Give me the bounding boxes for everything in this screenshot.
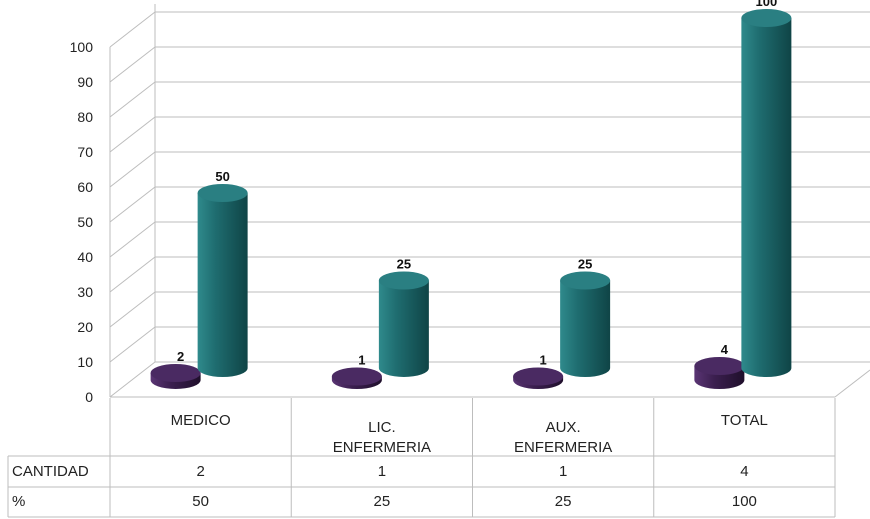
bar-porcentaje bbox=[197, 184, 248, 377]
y-tick-label: 10 bbox=[77, 354, 93, 370]
gridline-side bbox=[109, 81, 156, 118]
table-cell: 25 bbox=[374, 493, 391, 510]
table-cell: 50 bbox=[192, 493, 209, 510]
bar-top bbox=[741, 9, 792, 27]
gridline-side bbox=[109, 46, 156, 83]
data-label: 50 bbox=[215, 169, 229, 184]
y-axis: 0 10 20 30 40 50 60 70 80 90 100 bbox=[70, 39, 94, 405]
bar-body bbox=[741, 18, 792, 377]
data-label: 2 bbox=[177, 349, 184, 364]
y-tick-label: 80 bbox=[77, 109, 93, 125]
data-label: 4 bbox=[721, 342, 729, 357]
bar-cantidad bbox=[513, 367, 564, 389]
gridline-side bbox=[109, 151, 156, 188]
table-cell: 25 bbox=[555, 493, 572, 510]
table-row-label: CANTIDAD bbox=[12, 463, 89, 480]
data-table: MEDICO LIC. ENFERMERIA AUX. ENFERMERIA TOTAL C… bbox=[7, 398, 836, 518]
table-cell: 1 bbox=[559, 463, 567, 480]
data-label: 100 bbox=[756, 0, 778, 9]
gridline-side bbox=[109, 186, 156, 223]
data-label: 25 bbox=[397, 257, 411, 272]
y-tick-label: 70 bbox=[77, 144, 93, 160]
y-tick-label: 60 bbox=[77, 179, 93, 195]
gridline-side bbox=[109, 326, 156, 363]
table-cell: 2 bbox=[196, 463, 204, 480]
bars: 2 50 1 25 1 25 4 100 bbox=[150, 0, 792, 389]
bar-top bbox=[378, 271, 429, 290]
bar-cantidad bbox=[694, 357, 745, 389]
table-cell: 1 bbox=[378, 463, 386, 480]
bar-top bbox=[694, 357, 745, 375]
table-row-label: % bbox=[12, 493, 25, 510]
table-cell: 100 bbox=[732, 493, 757, 510]
bar-porcentaje bbox=[560, 271, 611, 377]
bar-cantidad bbox=[331, 367, 382, 389]
bar-top bbox=[150, 364, 201, 382]
y-tick-label: 40 bbox=[77, 249, 93, 265]
bar-body bbox=[560, 280, 611, 377]
data-label: 1 bbox=[540, 353, 547, 368]
y-tick-label: 50 bbox=[77, 214, 93, 230]
bar-porcentaje bbox=[741, 9, 792, 377]
category-label: LIC. ENFERMERIA bbox=[333, 419, 431, 456]
y-tick-label: 20 bbox=[77, 319, 93, 335]
gridline-side bbox=[109, 221, 156, 258]
table-cell: 4 bbox=[740, 463, 748, 480]
bar-top bbox=[513, 367, 564, 386]
floor-right bbox=[834, 369, 870, 398]
y-tick-label: 100 bbox=[70, 39, 94, 55]
category-label: TOTAL bbox=[721, 412, 768, 429]
data-label: 1 bbox=[358, 353, 365, 368]
bar-cantidad bbox=[150, 364, 201, 389]
y-tick-label: 0 bbox=[85, 389, 93, 405]
gridline-side bbox=[109, 256, 156, 293]
bar-porcentaje bbox=[378, 271, 429, 377]
bar-top bbox=[197, 184, 248, 202]
bar-body bbox=[197, 193, 248, 377]
category-label: MEDICO bbox=[171, 412, 231, 429]
y-tick-label: 30 bbox=[77, 284, 93, 300]
gridline-side bbox=[109, 361, 156, 398]
category-label: AUX. ENFERMERIA bbox=[514, 419, 612, 456]
gridline-side bbox=[109, 116, 156, 153]
bar-body bbox=[378, 280, 429, 377]
y-tick-label: 90 bbox=[77, 74, 93, 90]
gridline-side bbox=[109, 291, 156, 328]
bar-top bbox=[331, 367, 382, 386]
bar-top bbox=[560, 271, 611, 290]
gridline-side bbox=[109, 11, 156, 48]
data-label: 25 bbox=[578, 257, 592, 272]
